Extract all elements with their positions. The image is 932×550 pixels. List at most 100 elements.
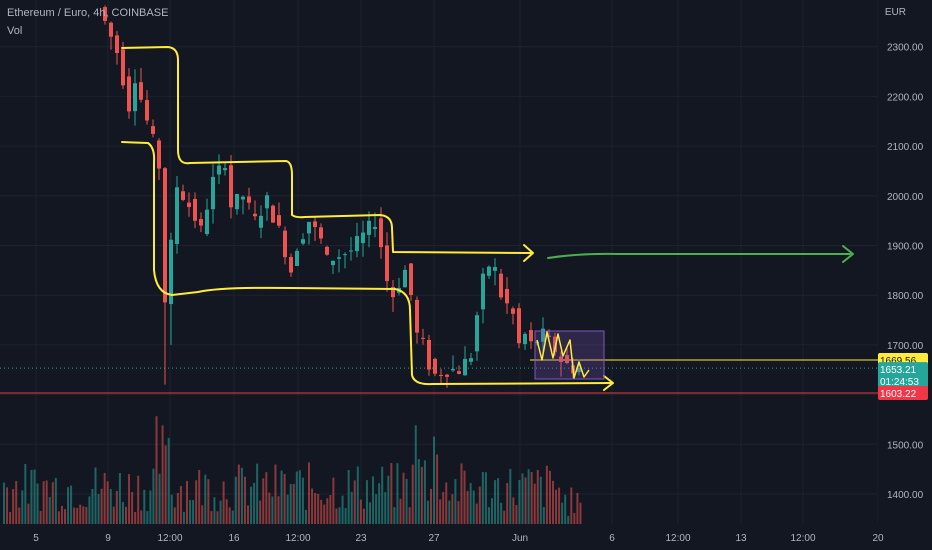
volume-bar bbox=[277, 496, 280, 524]
volume-bar bbox=[36, 483, 39, 524]
price-axis[interactable]: 1400.001500.001600.001700.001800.001900.… bbox=[878, 0, 932, 550]
volume-bar bbox=[439, 499, 442, 524]
candle-body bbox=[541, 328, 545, 342]
volume-bar bbox=[393, 507, 396, 524]
volume-bar bbox=[308, 462, 310, 524]
candle-body bbox=[103, 7, 107, 21]
volume-bar bbox=[219, 500, 222, 524]
volume-bar bbox=[475, 503, 478, 524]
volume-bar bbox=[451, 494, 454, 524]
time-axis-bg bbox=[0, 524, 932, 550]
candle-body bbox=[559, 356, 563, 363]
volume-bar bbox=[115, 491, 118, 524]
volume-bars bbox=[3, 416, 582, 524]
candle-body bbox=[475, 315, 479, 352]
candle-body bbox=[445, 374, 449, 377]
x-tick-label: 9 bbox=[105, 533, 111, 544]
candle-body bbox=[565, 355, 569, 364]
volume-bar bbox=[295, 471, 298, 524]
candle-body bbox=[283, 230, 287, 258]
volume-bar bbox=[518, 479, 521, 524]
volume-bar bbox=[323, 504, 326, 524]
volume-bar bbox=[271, 496, 274, 524]
y-tick-label: 2100.00 bbox=[887, 142, 924, 153]
candle-body bbox=[325, 246, 329, 255]
volume-bar bbox=[179, 486, 182, 524]
volume-bar bbox=[506, 483, 509, 524]
x-tick-label: 5 bbox=[33, 533, 39, 544]
volume-bar bbox=[326, 498, 329, 524]
staircase-bottom-arrowhead bbox=[603, 375, 614, 391]
time-axis[interactable]: 5 9 12:00 16 12:00 23 27 Jun 6 12:00 13 12:00 20 bbox=[0, 524, 932, 550]
candle-body bbox=[355, 236, 359, 252]
x-tick-label: 12:00 bbox=[157, 533, 182, 544]
volume-bar bbox=[54, 477, 57, 524]
x-tick-label: 27 bbox=[428, 533, 440, 544]
candle-body bbox=[511, 308, 515, 314]
volume-bar bbox=[347, 469, 350, 524]
volume-bar bbox=[509, 468, 512, 524]
volume-bar bbox=[161, 425, 164, 524]
volume-bar bbox=[125, 506, 127, 524]
horizontal-lines bbox=[0, 359, 878, 394]
currency-label: EUR bbox=[884, 7, 906, 18]
volume-bar bbox=[500, 502, 503, 524]
volume-bar bbox=[524, 477, 527, 524]
volume-bar bbox=[491, 498, 493, 524]
volume-bar bbox=[268, 492, 271, 524]
volume-bar bbox=[579, 502, 582, 524]
volume-bar bbox=[542, 507, 545, 524]
volume-bar bbox=[210, 511, 213, 524]
volume-bar bbox=[112, 506, 115, 524]
volume-bar bbox=[146, 511, 149, 524]
volume-bar bbox=[548, 470, 551, 524]
volume-bar bbox=[118, 472, 121, 524]
volume-bar bbox=[329, 495, 332, 524]
volume-bar bbox=[91, 488, 94, 524]
volume-bar bbox=[231, 510, 234, 524]
candle-body bbox=[439, 374, 443, 376]
volume-bar bbox=[57, 511, 60, 524]
candle-body bbox=[499, 273, 503, 298]
volume-bar bbox=[304, 509, 307, 524]
volume-bar bbox=[515, 504, 518, 524]
volume-bar bbox=[545, 465, 548, 524]
candle-body bbox=[109, 22, 113, 37]
volume-bar bbox=[408, 507, 411, 524]
volume-bar bbox=[45, 480, 48, 524]
volume-bar bbox=[158, 473, 161, 524]
candle-body bbox=[463, 358, 467, 376]
volume-bar bbox=[225, 499, 228, 524]
candle-body bbox=[523, 333, 527, 345]
y-tick-label: 2000.00 bbox=[887, 192, 924, 203]
volume-bar bbox=[131, 492, 134, 524]
y-tick-label: 1500.00 bbox=[887, 440, 924, 451]
candle-body bbox=[427, 339, 431, 370]
candle-body bbox=[277, 215, 281, 226]
volume-bar bbox=[463, 470, 466, 524]
x-tick-label: 20 bbox=[872, 533, 884, 544]
volume-bar bbox=[15, 481, 18, 524]
volume-bar bbox=[24, 463, 27, 524]
volume-bar bbox=[359, 499, 362, 524]
candle-body bbox=[259, 215, 263, 228]
candle-body bbox=[157, 140, 161, 169]
volume-bar bbox=[3, 482, 5, 524]
volume-bar bbox=[76, 507, 79, 524]
candle-body bbox=[337, 257, 341, 259]
candle-body bbox=[319, 227, 323, 239]
volume-bar bbox=[280, 470, 283, 524]
x-tick-label: 13 bbox=[735, 533, 747, 544]
volume-bar bbox=[372, 476, 375, 524]
volume-bar bbox=[472, 490, 475, 524]
candle-body bbox=[457, 371, 461, 374]
volume-bar bbox=[420, 466, 423, 524]
candles bbox=[103, 5, 581, 388]
volume-bar bbox=[448, 500, 451, 524]
candle-body bbox=[379, 218, 383, 248]
target-arrow-line bbox=[547, 252, 851, 259]
candle-body bbox=[529, 330, 533, 342]
candle-body bbox=[181, 191, 185, 200]
candle-body bbox=[163, 168, 167, 303]
